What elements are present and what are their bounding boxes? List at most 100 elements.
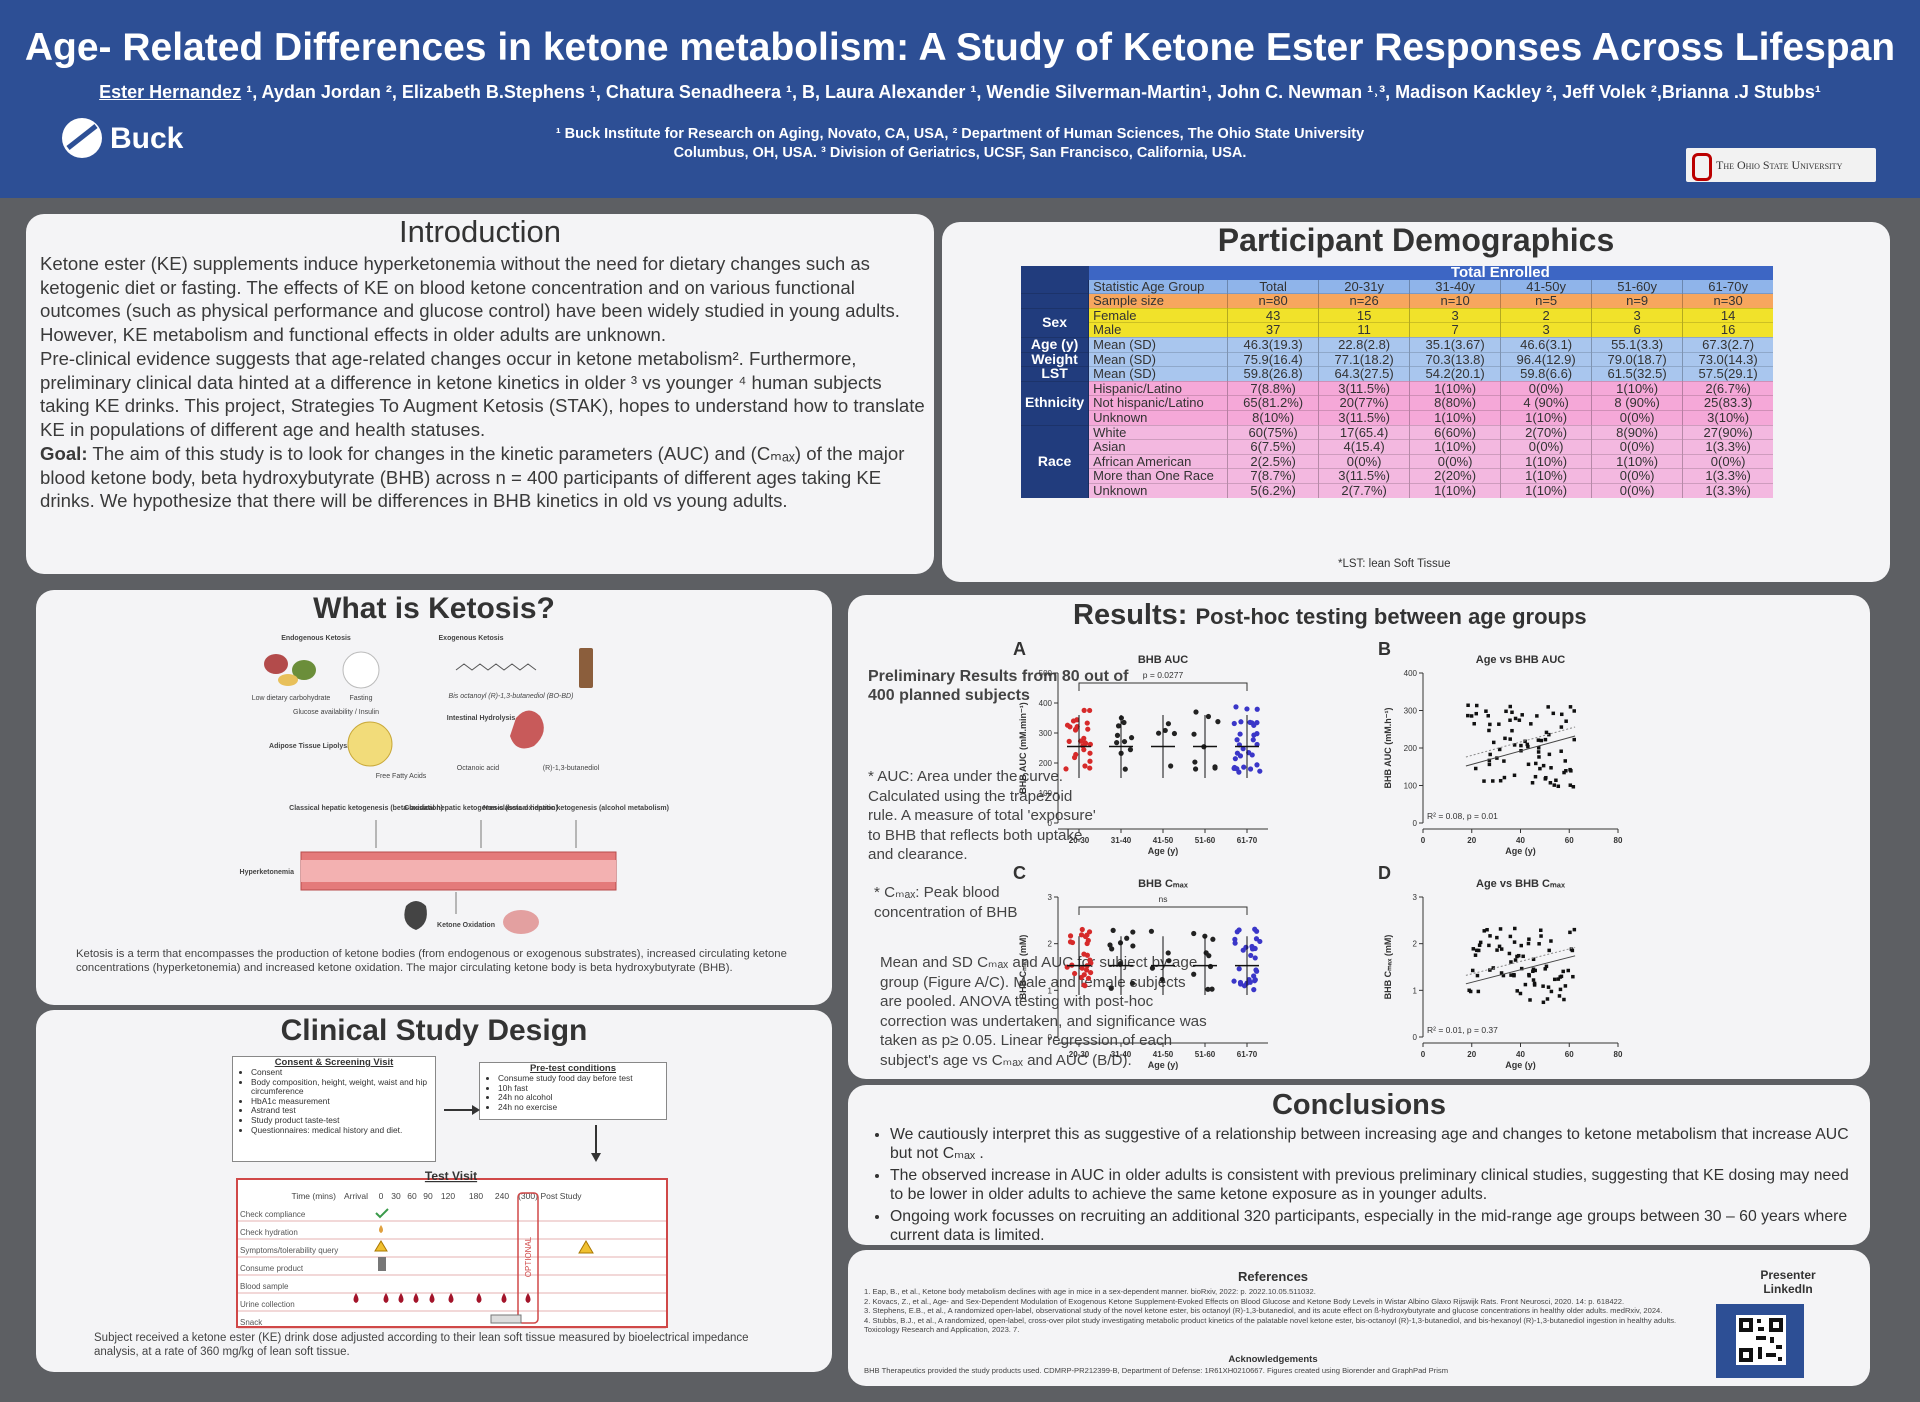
table-row: More than One Race 7(8.7%) 3(11.5%) 2(20%) 1… — [1021, 468, 1774, 484]
point-illustration — [1488, 934, 1492, 938]
point-illustration — [1238, 719, 1244, 725]
value-cell: 0(0%) — [1500, 439, 1592, 455]
stat-cell: Mean (SD) — [1088, 352, 1228, 367]
point-illustration — [1561, 969, 1565, 974]
point-illustration — [1236, 966, 1242, 972]
value-cell: 4 (90%) — [1500, 395, 1592, 411]
results-subtitle: Post-hoc testing between age groups — [1195, 604, 1587, 629]
time-tick: 180 — [469, 1191, 483, 1201]
value-cell: n=26 — [1318, 293, 1410, 309]
point-illustration — [1526, 762, 1531, 767]
value-cell: 27(90%) — [1682, 425, 1774, 440]
point-illustration — [1533, 774, 1538, 779]
value-cell: 67.3(2.7) — [1682, 337, 1774, 353]
point-illustration — [1568, 930, 1572, 935]
value-cell: 1(10%) — [1409, 483, 1501, 498]
point-illustration — [1079, 926, 1085, 933]
point-illustration — [1546, 705, 1550, 709]
point-illustration — [1491, 740, 1496, 745]
authors: Ester Hernandez ¹, Aydan Jordan ², Eliza… — [60, 82, 1860, 103]
table-row: Asian 6(7.5%) 4(15.4) 1(10%) 0(0%) 0(0%) 1(3.3… — [1021, 439, 1774, 455]
poster-title: Age- Related Differences in ketone metab… — [24, 26, 1896, 69]
plot-annotation: p = 0.0277 — [1143, 670, 1184, 680]
presenter-name: Ester Hernandez — [99, 82, 242, 102]
stat-cell: Sample size — [1088, 293, 1228, 309]
paragraph: Pre-clinical evidence suggests that age-… — [40, 348, 925, 440]
point-illustration — [1497, 747, 1502, 752]
group-label: Ethnicity — [1021, 381, 1089, 426]
point-illustration — [1547, 948, 1551, 953]
group-label: Race — [1021, 425, 1089, 498]
value-cell: n=10 — [1409, 293, 1501, 309]
point-illustration — [1515, 989, 1519, 993]
point-illustration — [1252, 978, 1258, 984]
cmax-note: * Cₘₐₓ: Peak blood concentration of BHB — [874, 884, 1018, 921]
time-tick: 60 — [407, 1191, 417, 1201]
value-cell: 1(10%) — [1500, 468, 1592, 484]
point-illustration — [1566, 968, 1571, 973]
value-cell: 0(0%) — [1591, 439, 1683, 455]
value-cell: 3(11.5%) — [1318, 468, 1410, 484]
point-illustration — [1082, 983, 1088, 989]
value-cell: 1(10%) — [1591, 381, 1683, 396]
x-tick-label: 60 — [1565, 1050, 1574, 1059]
point-illustration — [1466, 703, 1470, 708]
y-tick-label: 300 — [1404, 707, 1418, 716]
point-illustration — [1191, 930, 1197, 937]
time-tick: Arrival — [344, 1191, 368, 1201]
point-illustration — [1215, 719, 1221, 725]
x-axis-label: Age (y) — [1148, 846, 1179, 856]
paragraph: Goal: The aim of this study is to look f… — [40, 442, 930, 513]
point-illustration — [1532, 983, 1537, 987]
figure-label: Adipose Tissue Lipolysis — [269, 743, 353, 750]
point-illustration — [1473, 953, 1478, 957]
value-cell: 7(8.8%) — [1227, 381, 1319, 396]
point-illustration — [1478, 940, 1483, 945]
figure-label: Free Fatty Acids — [376, 773, 427, 780]
point-illustration — [1475, 948, 1479, 953]
point-illustration — [1509, 960, 1513, 964]
point-illustration — [1249, 946, 1256, 952]
x-tick-label: 20-30 — [1069, 1050, 1090, 1059]
point-illustration — [1254, 762, 1260, 768]
point-illustration — [1497, 722, 1501, 726]
value-cell: 3(11.5%) — [1318, 381, 1410, 396]
point-illustration — [1210, 936, 1216, 942]
x-axis-label: Age (y) — [1148, 1060, 1179, 1070]
table-row: Sample size n=80 n=26 n=10 n=5 n=9 n=30 — [1021, 293, 1774, 309]
point-illustration — [1067, 933, 1074, 939]
x-tick-label: 51-60 — [1195, 1050, 1216, 1059]
y-tick-label: 3 — [1048, 893, 1053, 902]
fit-illustration — [1465, 735, 1576, 767]
point-illustration — [1503, 736, 1507, 741]
point-illustration — [1556, 977, 1561, 981]
point-illustration — [1249, 720, 1255, 726]
group-label: Age (y) — [1021, 337, 1089, 353]
list-item: 24h no alcohol — [498, 1093, 666, 1103]
warning-icon — [374, 1240, 388, 1252]
point-illustration — [1232, 756, 1238, 762]
stat-cell: White — [1088, 425, 1228, 440]
blood-drop — [413, 1293, 419, 1303]
heart-icon — [404, 901, 427, 930]
point-illustration — [1073, 751, 1079, 758]
value-cell: 5(6.2%) — [1227, 483, 1319, 498]
point-illustration — [1471, 947, 1476, 951]
value-cell: 1(10%) — [1409, 439, 1501, 455]
point-illustration — [1108, 985, 1114, 991]
point-illustration — [1473, 766, 1478, 771]
auc-note: * AUC: Area under the curve. Calculated … — [868, 768, 1096, 863]
point-illustration — [1251, 987, 1257, 993]
point-illustration — [1467, 988, 1471, 993]
point-illustration — [1087, 765, 1093, 771]
affiliation: Columbus, OH, USA. ³ Division of Geriatr… — [673, 145, 1247, 161]
time-tick: 240 — [495, 1191, 509, 1201]
point-illustration — [1527, 937, 1531, 941]
point-illustration — [1572, 709, 1576, 713]
point-illustration — [1537, 755, 1541, 759]
point-illustration — [1508, 934, 1513, 939]
y-tick-label: 1 — [1048, 986, 1053, 995]
conclusion-item: We cautiously interpret this as suggesti… — [890, 1125, 1850, 1163]
x-tick-label: 51-60 — [1195, 836, 1216, 845]
value-cell: 54.2(20.1) — [1409, 366, 1501, 382]
